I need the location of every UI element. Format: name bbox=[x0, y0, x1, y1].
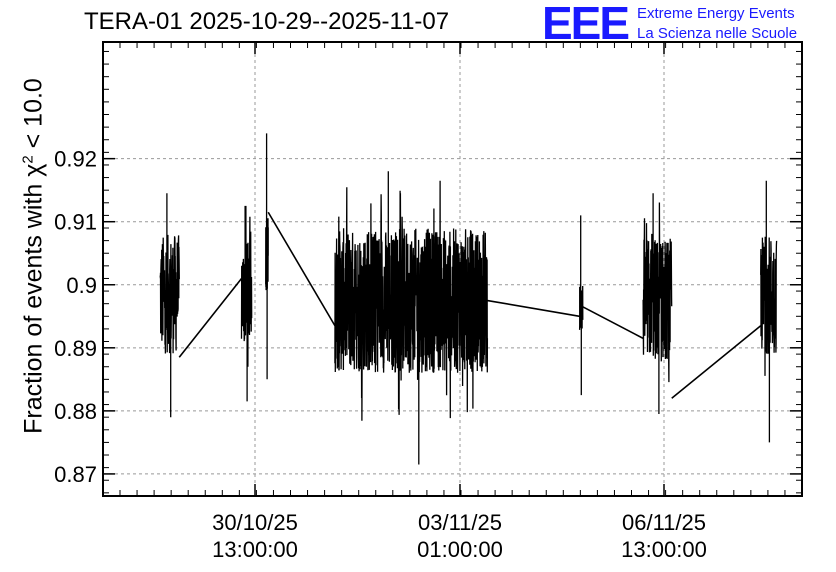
logo-caption-line2: La Scienza nelle Scuole bbox=[637, 25, 798, 42]
connector-line-4 bbox=[671, 325, 762, 399]
x-tick-label-date: 06/11/25 bbox=[622, 510, 706, 535]
data-segment-5 bbox=[642, 193, 673, 414]
x-tick-label-time: 13:00:00 bbox=[212, 537, 298, 562]
y-tick-label: 0.9 bbox=[66, 273, 97, 298]
data-segment-6 bbox=[760, 180, 778, 443]
data-segment-0 bbox=[159, 193, 180, 418]
x-tick-label-date: 30/10/25 bbox=[212, 510, 298, 535]
data-segment-4 bbox=[578, 215, 584, 396]
y-tick-label: 0.91 bbox=[54, 210, 97, 235]
connector-line-1 bbox=[267, 211, 336, 327]
y-tick-label: 0.88 bbox=[54, 399, 97, 424]
x-tick-label-date: 03/11/25 bbox=[418, 510, 502, 535]
logo-caption-line1: Extreme Energy Events bbox=[637, 5, 795, 22]
y-tick-label: 0.89 bbox=[54, 336, 97, 361]
y-tick-label: 0.92 bbox=[54, 147, 97, 172]
connector-line-0 bbox=[178, 277, 243, 358]
connector-line-2 bbox=[487, 299, 580, 318]
chart-title: TERA-01 2025-10-29--2025-11-07 bbox=[84, 8, 450, 35]
data-segment-1 bbox=[240, 205, 253, 402]
logo-caption: Extreme Energy Events La Scienza nelle S… bbox=[637, 4, 797, 44]
eee-logo: EEE bbox=[542, 0, 630, 49]
plot-frame bbox=[102, 41, 803, 497]
data-segment-2 bbox=[265, 133, 269, 380]
x-tick-label-time: 13:00:00 bbox=[621, 537, 707, 562]
x-tick-label-time: 01:00:00 bbox=[417, 537, 503, 562]
y-tick-label: 0.87 bbox=[54, 462, 97, 487]
connector-line-3 bbox=[582, 306, 644, 340]
data-segment-3 bbox=[334, 171, 489, 465]
